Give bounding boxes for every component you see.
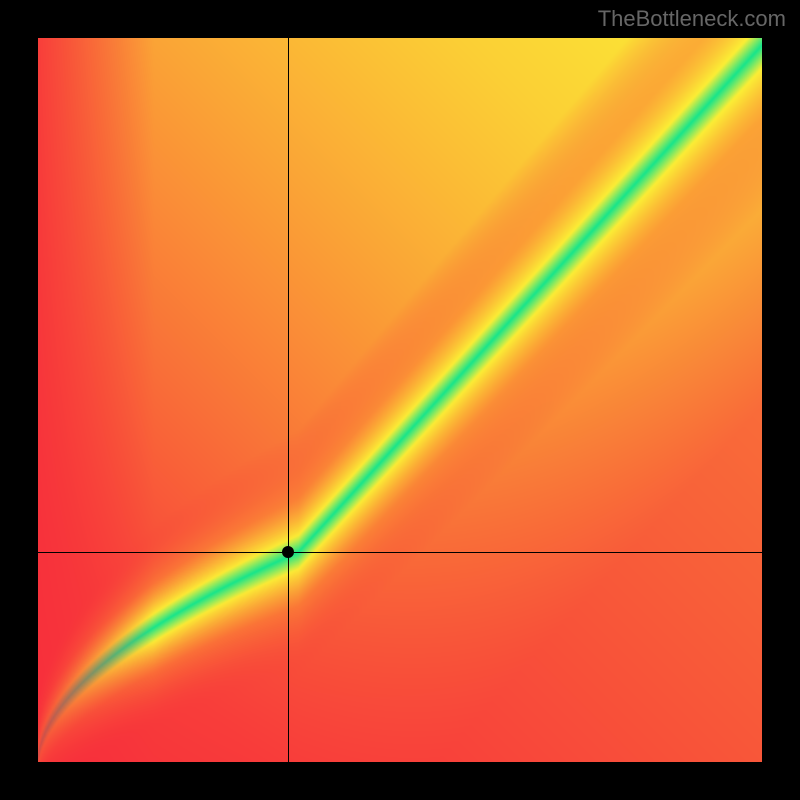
crosshair-horizontal [38,552,762,553]
heatmap-plot-area [38,38,762,762]
figure-container: TheBottleneck.com [0,0,800,800]
heatmap-canvas [38,38,762,762]
attribution-label: TheBottleneck.com [598,6,786,32]
crosshair-vertical [288,38,289,762]
crosshair-marker [282,546,294,558]
